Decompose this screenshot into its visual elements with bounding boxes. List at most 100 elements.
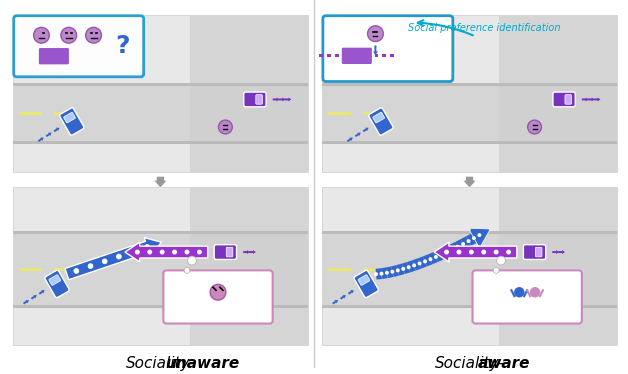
FancyBboxPatch shape <box>214 245 237 260</box>
Circle shape <box>506 249 511 255</box>
Bar <box>54 112 78 115</box>
Circle shape <box>469 249 474 255</box>
FancyArrow shape <box>347 138 353 142</box>
Bar <box>322 187 617 344</box>
FancyBboxPatch shape <box>523 245 546 260</box>
FancyArrow shape <box>249 250 256 254</box>
FancyBboxPatch shape <box>341 47 372 65</box>
Text: Social preference identification: Social preference identification <box>408 23 561 33</box>
Circle shape <box>102 259 107 264</box>
Bar <box>328 112 352 115</box>
FancyArrow shape <box>558 250 565 254</box>
FancyArrow shape <box>65 237 161 280</box>
Bar <box>13 15 308 172</box>
Circle shape <box>528 120 541 134</box>
FancyArrow shape <box>460 236 471 249</box>
Bar <box>322 234 617 305</box>
FancyBboxPatch shape <box>565 95 571 104</box>
Bar <box>327 54 331 57</box>
FancyArrow shape <box>243 250 250 254</box>
Bar <box>190 15 308 101</box>
Circle shape <box>135 249 140 255</box>
Bar <box>391 54 394 57</box>
FancyArrow shape <box>455 239 465 252</box>
Circle shape <box>456 245 460 249</box>
Bar <box>190 234 308 305</box>
Circle shape <box>33 27 50 43</box>
Circle shape <box>61 27 77 43</box>
Circle shape <box>188 256 197 265</box>
Circle shape <box>401 267 405 271</box>
FancyArrow shape <box>153 176 167 188</box>
Bar <box>363 112 387 115</box>
FancyArrow shape <box>466 233 477 246</box>
Bar <box>499 141 617 172</box>
Bar <box>13 141 308 144</box>
Bar <box>13 234 308 305</box>
FancyArrow shape <box>470 228 490 247</box>
Text: unaware: unaware <box>165 356 239 371</box>
FancyArrow shape <box>340 295 346 300</box>
FancyArrow shape <box>413 258 421 270</box>
Bar <box>19 268 42 271</box>
Bar <box>190 187 308 234</box>
Text: Sociality-: Sociality- <box>126 356 195 371</box>
Bar <box>322 15 617 172</box>
Circle shape <box>477 233 482 237</box>
Bar <box>19 112 42 115</box>
FancyArrow shape <box>472 230 482 243</box>
FancyArrow shape <box>588 98 595 101</box>
FancyArrow shape <box>391 265 399 277</box>
Circle shape <box>445 250 449 254</box>
Circle shape <box>444 249 449 255</box>
FancyBboxPatch shape <box>38 47 70 65</box>
FancyArrow shape <box>38 138 44 142</box>
FancyBboxPatch shape <box>354 270 379 298</box>
FancyArrow shape <box>46 133 51 137</box>
Circle shape <box>450 248 454 251</box>
Circle shape <box>144 245 149 249</box>
FancyArrow shape <box>31 295 37 300</box>
Circle shape <box>481 249 486 255</box>
Text: aware: aware <box>478 356 530 371</box>
Bar <box>13 83 308 86</box>
Circle shape <box>513 286 525 298</box>
Circle shape <box>434 255 438 259</box>
Circle shape <box>379 272 384 276</box>
Bar <box>322 232 617 234</box>
Circle shape <box>131 249 136 254</box>
Circle shape <box>210 284 226 300</box>
FancyArrow shape <box>279 98 286 101</box>
Circle shape <box>88 264 93 269</box>
FancyArrow shape <box>386 266 393 278</box>
FancyBboxPatch shape <box>553 92 575 107</box>
FancyArrow shape <box>273 98 279 101</box>
Circle shape <box>418 261 421 266</box>
Circle shape <box>55 70 62 76</box>
FancyArrow shape <box>53 128 60 132</box>
Circle shape <box>62 50 73 62</box>
Circle shape <box>385 271 389 275</box>
Bar <box>499 86 617 141</box>
FancyBboxPatch shape <box>369 108 393 135</box>
FancyBboxPatch shape <box>244 92 266 107</box>
Circle shape <box>391 270 394 274</box>
Circle shape <box>428 257 433 261</box>
Circle shape <box>367 26 383 42</box>
Bar <box>190 305 308 344</box>
Bar <box>363 268 387 271</box>
Bar <box>499 234 617 305</box>
FancyArrow shape <box>423 254 433 266</box>
Bar <box>54 268 78 271</box>
FancyArrow shape <box>552 250 559 254</box>
Bar <box>13 86 308 141</box>
Circle shape <box>423 260 427 263</box>
Bar <box>13 187 308 344</box>
Circle shape <box>371 50 383 62</box>
FancyBboxPatch shape <box>536 247 542 257</box>
Bar <box>190 86 308 141</box>
Circle shape <box>407 265 411 269</box>
FancyArrow shape <box>23 300 29 304</box>
Bar <box>499 15 617 101</box>
FancyArrow shape <box>125 242 208 262</box>
